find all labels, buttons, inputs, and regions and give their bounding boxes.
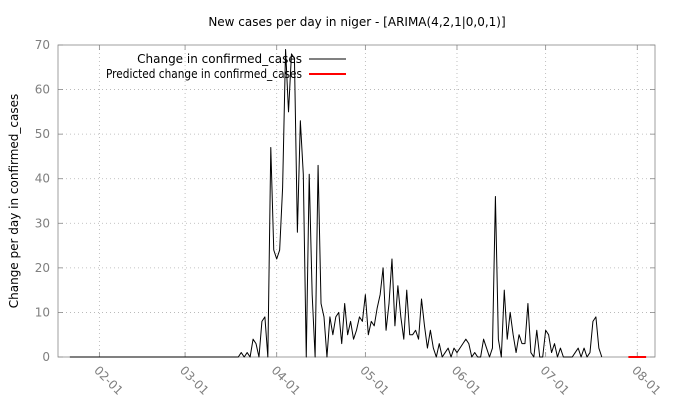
plot-frame: [57, 44, 656, 358]
legend-label-predicted: Predicted change in confirmed_cases: [106, 67, 302, 81]
y-tick-label: 0: [42, 350, 50, 364]
x-tick-label: 06-01: [449, 363, 484, 398]
series-lines: [69, 48, 647, 358]
y-tick-label: 50: [35, 127, 50, 141]
chart-title: New cases per day in niger - [ARIMA(4,2,…: [208, 15, 505, 29]
y-tick-label: 30: [35, 216, 50, 230]
y-axis-label: Change per day in confirmed_cases: [7, 94, 21, 309]
legend-label-observed: Change in confirmed_cases: [137, 52, 302, 66]
gridlines: [58, 45, 655, 357]
y-ticks: 0 10 20 30 40 50 60 70: [35, 38, 655, 364]
y-tick-label: 60: [35, 83, 50, 97]
x-ticks: 02-01 03-01 04-01 05-01 06-01 07-01 08-01: [91, 45, 664, 398]
series-line-observed: [69, 48, 603, 358]
y-tick-label: 20: [35, 261, 50, 275]
x-tick-label: 08-01: [629, 363, 664, 398]
x-tick-label: 04-01: [269, 363, 304, 398]
x-tick-label: 02-01: [91, 363, 126, 398]
y-tick-label: 40: [35, 172, 50, 186]
legend: Change in confirmed_cases Predicted chan…: [106, 52, 346, 81]
x-tick-label: 07-01: [538, 363, 573, 398]
x-tick-label: 03-01: [177, 363, 212, 398]
y-tick-label: 70: [35, 38, 50, 52]
x-tick-label: 05-01: [357, 363, 392, 398]
y-tick-label: 10: [35, 305, 50, 319]
